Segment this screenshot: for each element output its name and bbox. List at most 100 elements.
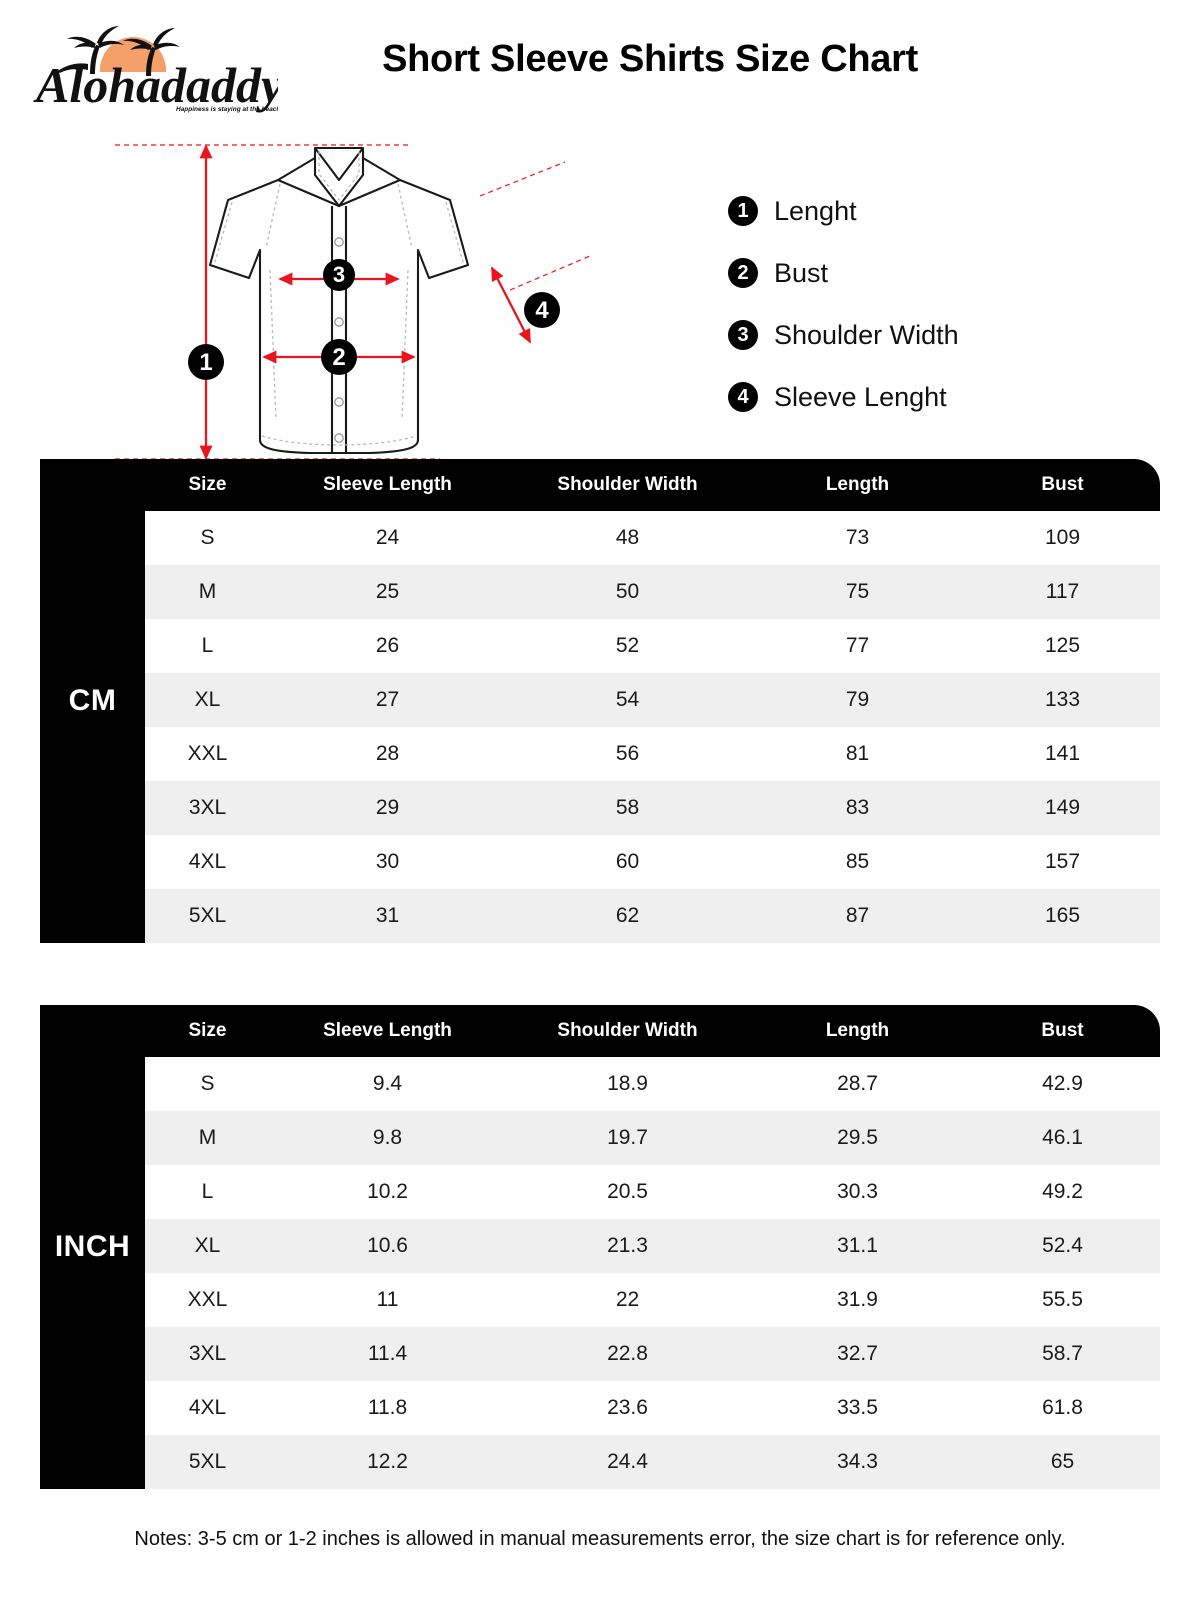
- inch-table-row: XXL 11 22 31.9 55.5: [40, 1273, 1160, 1327]
- inch-cell: 10.2: [270, 1165, 505, 1219]
- inch-cell: 22.8: [505, 1327, 750, 1381]
- inch-table-row: L 10.2 20.5 30.3 49.2: [40, 1165, 1160, 1219]
- legend-item-shoulder-width: 3 Shoulder Width: [728, 304, 959, 366]
- cm-cell: 83: [750, 781, 965, 835]
- cm-cell: L: [145, 619, 270, 673]
- inch-cell: 55.5: [965, 1273, 1160, 1327]
- legend-label-bust: Bust: [774, 257, 829, 288]
- alohadaddy-logo-icon: Alohadaddy Happiness is staying at the b…: [33, 26, 278, 113]
- inch-col-size: Size: [188, 1020, 227, 1041]
- cm-cell: 81: [750, 727, 965, 781]
- inch-cell: 20.5: [505, 1165, 750, 1219]
- measurement-diagram-area: 1 2 3 4 1 Lenght 2 Bust 3 Shoulder Width: [0, 120, 1200, 460]
- measurement-legend: 1 Lenght 2 Bust 3 Shoulder Width 4 Sleev…: [728, 180, 959, 428]
- cm-cell: XXL: [145, 727, 270, 781]
- cm-cell: M: [145, 565, 270, 619]
- inch-cell: XXL: [145, 1273, 270, 1327]
- inch-cell: M: [145, 1111, 270, 1165]
- legend-item-sleeve-length: 4 Sleeve Lenght: [728, 366, 959, 428]
- cm-header-row: Size Sleeve Length Shoulder Width Length…: [40, 459, 1160, 511]
- inch-col-shoulder-width: Shoulder Width: [557, 1020, 698, 1041]
- cm-table-row: 5XL 31 62 87 165: [40, 889, 1160, 943]
- cm-unit-label: CM: [68, 684, 117, 717]
- inch-cell: 28.7: [750, 1057, 965, 1111]
- legend-badge-4: 4: [728, 382, 758, 412]
- cm-cell: 27: [270, 673, 505, 727]
- cm-table-row: 4XL 30 60 85 157: [40, 835, 1160, 889]
- cm-cell: 56: [505, 727, 750, 781]
- cm-table-body: S 24 48 73 109 M 25 50 75 117 L 26 52 77 125 XL 27 54 79 13…: [40, 511, 1160, 943]
- inch-table-row: XL 10.6 21.3 31.1 52.4: [40, 1219, 1160, 1273]
- cm-cell: 3XL: [145, 781, 270, 835]
- inch-cell: L: [145, 1165, 270, 1219]
- badge-bust: 2: [332, 344, 345, 371]
- brand-tagline: Happiness is staying at the beach: [176, 106, 278, 113]
- inch-size-table-block: INCH Size Sleeve Length Shoulder Width L…: [40, 1005, 1160, 1489]
- legend-item-bust: 2 Bust: [728, 242, 959, 304]
- cm-cell: 52: [505, 619, 750, 673]
- legend-badge-2: 2: [728, 258, 758, 288]
- inch-unit-label: INCH: [54, 1230, 131, 1263]
- inch-cell: 9.4: [270, 1057, 505, 1111]
- cm-cell: 75: [750, 565, 965, 619]
- legend-badge-3: 3: [728, 320, 758, 350]
- inch-unit-label-cell: INCH: [40, 1005, 145, 1489]
- cm-unit-label-cell: CM: [40, 459, 145, 943]
- page-header: Alohadaddy Happiness is staying at the b…: [0, 0, 1200, 120]
- cm-table-row: M 25 50 75 117: [40, 565, 1160, 619]
- inch-cell: 23.6: [505, 1381, 750, 1435]
- inch-header-row: Size Sleeve Length Shoulder Width Length…: [40, 1005, 1160, 1057]
- cm-cell: 26: [270, 619, 505, 673]
- inch-cell: 10.6: [270, 1219, 505, 1273]
- inch-table-row: 3XL 11.4 22.8 32.7 58.7: [40, 1327, 1160, 1381]
- cm-cell: 5XL: [145, 889, 270, 943]
- badge-shoulder: 3: [333, 262, 345, 287]
- inch-cell: 4XL: [145, 1381, 270, 1435]
- badge-length: 1: [199, 349, 212, 376]
- inch-cell: 31.1: [750, 1219, 965, 1273]
- inch-cell: 65: [965, 1435, 1160, 1489]
- inch-cell: 19.7: [505, 1111, 750, 1165]
- inch-cell: 18.9: [505, 1057, 750, 1111]
- cm-size-table-block: CM Size Sleeve Length Shoulder Width Len…: [40, 459, 1160, 943]
- cm-col-length: Length: [825, 474, 890, 495]
- cm-table-row: 3XL 29 58 83 149: [40, 781, 1160, 835]
- cm-table-row: XXL 28 56 81 141: [40, 727, 1160, 781]
- cm-cell: 77: [750, 619, 965, 673]
- cm-cell: 165: [965, 889, 1160, 943]
- inch-cell: 3XL: [145, 1327, 270, 1381]
- cm-col-sleeve-length: Sleeve Length: [323, 474, 452, 495]
- inch-col-sleeve-length: Sleeve Length: [323, 1020, 452, 1041]
- cm-col-size: Size: [188, 474, 227, 495]
- inch-cell: 61.8: [965, 1381, 1160, 1435]
- inch-cell: 11: [270, 1273, 505, 1327]
- inch-cell: 46.1: [965, 1111, 1160, 1165]
- inch-cell: 42.9: [965, 1057, 1160, 1111]
- inch-cell: 58.7: [965, 1327, 1160, 1381]
- cm-cell: 28: [270, 727, 505, 781]
- cm-cell: 141: [965, 727, 1160, 781]
- cm-cell: 50: [505, 565, 750, 619]
- cm-cell: 79: [750, 673, 965, 727]
- cm-cell: 24: [270, 511, 505, 565]
- cm-cell: 133: [965, 673, 1160, 727]
- inch-col-bust: Bust: [1041, 1020, 1084, 1041]
- cm-cell: 62: [505, 889, 750, 943]
- inch-size-table: Size Sleeve Length Shoulder Width Length…: [40, 1005, 1160, 1489]
- cm-col-shoulder-width: Shoulder Width: [557, 474, 698, 495]
- cm-cell: 54: [505, 673, 750, 727]
- sleeve-arrow: [490, 266, 532, 344]
- brand-wordmark: Alohadaddy: [33, 57, 278, 113]
- shirt-diagram-icon: 1 2 3 4: [115, 144, 591, 460]
- inch-cell: 49.2: [965, 1165, 1160, 1219]
- cm-cell: 85: [750, 835, 965, 889]
- inch-col-length: Length: [825, 1020, 890, 1041]
- cm-cell: 29: [270, 781, 505, 835]
- cm-cell: 48: [505, 511, 750, 565]
- inch-table-row: 5XL 12.2 24.4 34.3 65: [40, 1435, 1160, 1489]
- cm-cell: 87: [750, 889, 965, 943]
- cm-cell: 25: [270, 565, 505, 619]
- inch-cell: 12.2: [270, 1435, 505, 1489]
- cm-cell: 58: [505, 781, 750, 835]
